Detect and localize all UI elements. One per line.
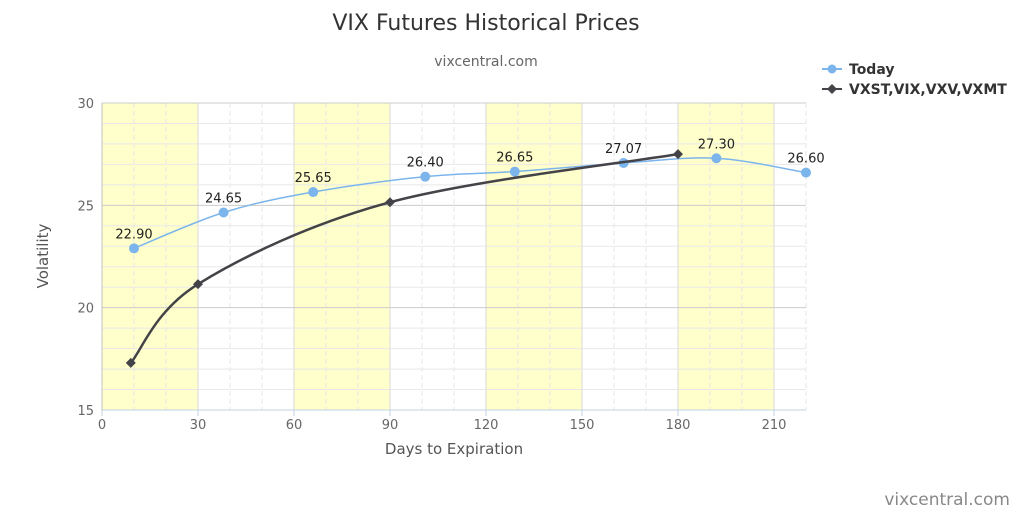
x-tick-label: 0 xyxy=(98,418,106,433)
x-band xyxy=(102,103,198,410)
data-labels: 22.90 24.65 25.65 26.40 26.65 27.07 27.30 26.60 xyxy=(115,137,824,242)
series-point-1[interactable] xyxy=(673,149,683,160)
data-label: 26.65 xyxy=(496,151,533,166)
axes: 0 30 60 90 120 150 180 210 15 20 25 30 xyxy=(77,97,806,433)
x-tick-label: 120 xyxy=(474,418,499,433)
x-tick-label: 30 xyxy=(190,418,207,433)
data-label: 26.60 xyxy=(787,152,824,167)
x-axis-title: Days to Expiration xyxy=(385,440,523,458)
y-tick-label: 15 xyxy=(77,404,94,419)
y-axis-title: Volatility xyxy=(34,223,52,288)
x-band xyxy=(294,103,390,410)
series-point-0[interactable] xyxy=(420,171,431,182)
x-band xyxy=(678,103,774,410)
data-label: 25.65 xyxy=(295,171,332,186)
legend-item-today[interactable]: Today xyxy=(822,62,894,78)
chart-credit[interactable]: vixcentral.com xyxy=(884,490,1010,510)
y-tick-label: 20 xyxy=(77,302,94,317)
legend-term-marker xyxy=(827,84,837,94)
x-tick-label: 210 xyxy=(762,418,787,433)
y-tick-label: 30 xyxy=(77,97,94,112)
series-point-0[interactable] xyxy=(129,243,139,254)
series-point-0[interactable] xyxy=(308,187,319,198)
legend-today-label: Today xyxy=(849,62,894,78)
legend-today-marker xyxy=(827,64,837,74)
x-tick-label: 180 xyxy=(666,418,691,433)
data-label: 27.07 xyxy=(605,142,642,157)
legend[interactable]: Today VXST,VIX,VXV,VXMT xyxy=(822,62,1007,98)
series-point-0[interactable] xyxy=(509,166,520,177)
series-point-1[interactable] xyxy=(193,279,203,290)
legend-item-term-structure[interactable]: VXST,VIX,VXV,VXMT xyxy=(822,82,1007,98)
x-tick-label: 60 xyxy=(286,418,303,433)
data-label: 22.90 xyxy=(115,227,152,242)
chart-title: VIX Futures Historical Prices xyxy=(332,11,639,36)
series-layer xyxy=(125,149,811,368)
grid-lines xyxy=(102,102,807,410)
data-label: 24.65 xyxy=(205,191,242,206)
x-tick-label: 90 xyxy=(382,418,399,433)
alternating-bands xyxy=(102,103,774,410)
series-point-0[interactable] xyxy=(801,167,811,178)
data-label: 27.30 xyxy=(698,137,735,152)
series-point-0[interactable] xyxy=(218,207,229,218)
y-tick-label: 25 xyxy=(77,199,94,214)
x-tick-label: 150 xyxy=(570,418,595,433)
data-label: 26.40 xyxy=(407,156,444,171)
series-point-1[interactable] xyxy=(125,357,136,368)
series-line-1 xyxy=(129,152,679,364)
series-point-0[interactable] xyxy=(711,153,722,164)
series-line-0 xyxy=(133,157,807,250)
series-point-1[interactable] xyxy=(385,197,395,208)
chart-subtitle: vixcentral.com xyxy=(434,54,537,70)
x-band xyxy=(486,103,582,410)
legend-term-label: VXST,VIX,VXV,VXMT xyxy=(849,82,1007,98)
